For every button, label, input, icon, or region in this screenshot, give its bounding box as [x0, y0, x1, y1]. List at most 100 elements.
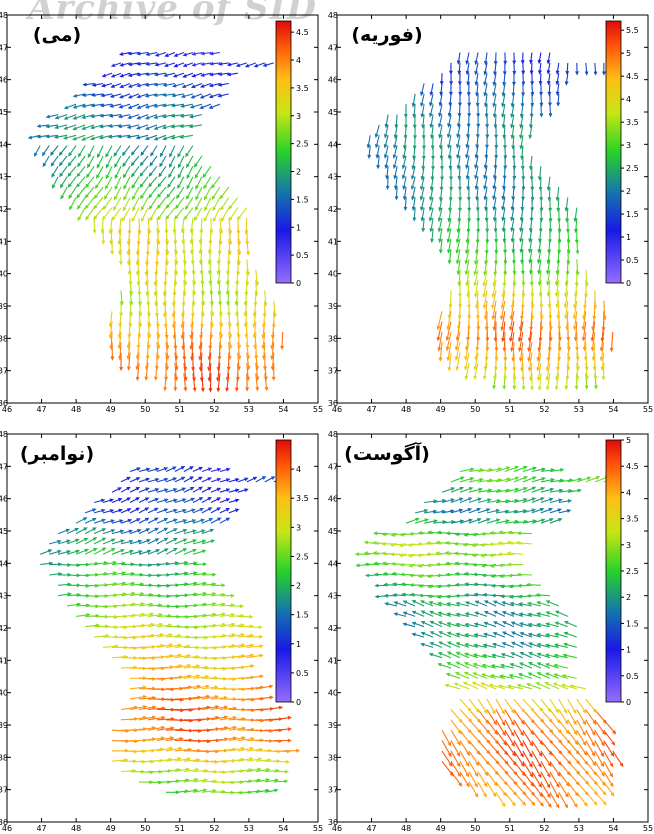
vector-arrow: [585, 750, 597, 767]
vector-arrow: [546, 62, 551, 75]
vector-arrow: [539, 311, 544, 331]
vector-arrow: [446, 622, 461, 628]
vector-arrow: [200, 51, 211, 56]
vector-arrow: [536, 342, 542, 362]
vector-arrow: [201, 528, 215, 535]
vector-arrow: [165, 488, 178, 493]
vector-arrow: [501, 83, 506, 97]
vector-arrow: [466, 280, 470, 298]
vector-arrow: [459, 518, 473, 524]
vector-arrow: [174, 508, 187, 514]
colorbar-tick-label: 2.5: [626, 567, 639, 576]
vector-arrow: [508, 673, 524, 679]
vector-arrow: [270, 331, 275, 350]
vector-arrow: [203, 186, 212, 201]
vector-arrow: [502, 331, 507, 353]
vector-arrow: [491, 642, 506, 648]
vector-arrow: [567, 488, 582, 493]
vector-arrow: [54, 124, 68, 130]
vector-arrow: [450, 750, 461, 768]
vector-arrow: [555, 62, 560, 75]
vector-arrow: [90, 103, 104, 108]
vector-arrow: [576, 791, 588, 807]
vector-arrow: [536, 362, 542, 382]
vector-arrow: [66, 549, 81, 555]
vector-arrow: [522, 729, 534, 747]
vector-arrow: [548, 321, 553, 342]
vector-arrow: [528, 124, 533, 140]
vector-arrow: [132, 197, 140, 212]
vector-arrow: [474, 611, 488, 617]
vector-arrow: [174, 528, 188, 535]
vector-arrow: [474, 176, 479, 191]
vector-arrow: [153, 82, 167, 87]
vector-arrow: [102, 528, 116, 535]
y-tick-label: 37: [328, 367, 338, 376]
vector-arrow: [114, 176, 122, 191]
vector-arrow: [165, 537, 178, 545]
vector-arrow: [603, 781, 615, 797]
vector-arrow: [156, 746, 174, 752]
vector-arrow: [136, 51, 149, 56]
vector-arrow: [67, 165, 77, 177]
vector-arrow: [501, 218, 506, 233]
y-tick-label: 40: [0, 270, 8, 279]
vector-arrow: [540, 781, 551, 799]
vector-arrow: [209, 51, 220, 56]
vector-arrow: [108, 113, 122, 118]
vector-arrow: [594, 760, 605, 777]
vector-arrow: [483, 621, 497, 628]
vector-arrow: [472, 662, 488, 669]
vector-arrow: [156, 736, 175, 742]
vector-arrow: [244, 62, 256, 68]
vector-arrow: [262, 342, 266, 361]
vector-arrow: [563, 631, 577, 638]
vector-arrow: [199, 82, 212, 88]
vector-arrow: [540, 497, 554, 504]
vector-arrow: [585, 729, 595, 747]
vector-arrow: [430, 124, 434, 140]
vector-arrow: [183, 476, 194, 483]
vector-arrow: [200, 62, 211, 66]
y-tick-label: 43: [328, 173, 338, 182]
vector-arrow: [504, 740, 516, 757]
vector-arrow: [493, 610, 506, 617]
vector-arrow: [488, 683, 506, 690]
vector-arrow: [414, 518, 430, 524]
vector-arrow: [246, 352, 251, 371]
vector-arrow: [255, 695, 274, 700]
vector-arrow: [153, 134, 167, 141]
vector-arrow: [147, 507, 159, 514]
vector-arrow: [135, 352, 140, 371]
vector-arrow: [483, 62, 488, 76]
vector-arrow: [145, 72, 158, 77]
vector-arrow: [237, 736, 255, 742]
vector-arrow: [564, 197, 569, 212]
vector-arrow: [121, 145, 131, 157]
vector-arrow: [246, 757, 263, 762]
x-tick-label: 49: [106, 824, 116, 833]
vector-arrow: [111, 581, 127, 586]
chart-panel-3: 46 47 48 49 50 51 52 53 54 5536373839404142434445…: [328, 430, 653, 833]
vector-arrow: [459, 709, 473, 723]
vector-arrow: [145, 114, 158, 120]
vector-arrow: [411, 600, 425, 607]
vector-arrow: [502, 73, 507, 87]
colorbar-tick-label: 2: [626, 187, 631, 196]
vector-arrow: [513, 465, 528, 473]
vector-arrow: [372, 550, 389, 555]
vector-arrow: [129, 487, 141, 493]
vector-arrow: [468, 740, 481, 756]
vector-arrow: [465, 62, 470, 76]
vector-arrow: [156, 498, 169, 504]
vector-arrow: [120, 518, 133, 524]
vector-arrow: [473, 622, 488, 628]
vector-arrow: [464, 642, 479, 648]
vector-arrow: [100, 218, 105, 235]
vector-arrow: [145, 342, 150, 360]
vector-arrow: [407, 553, 425, 558]
vector-arrow: [33, 145, 41, 158]
vector-arrow: [246, 644, 264, 649]
vector-arrow: [603, 760, 614, 778]
vector-arrow: [446, 311, 452, 331]
